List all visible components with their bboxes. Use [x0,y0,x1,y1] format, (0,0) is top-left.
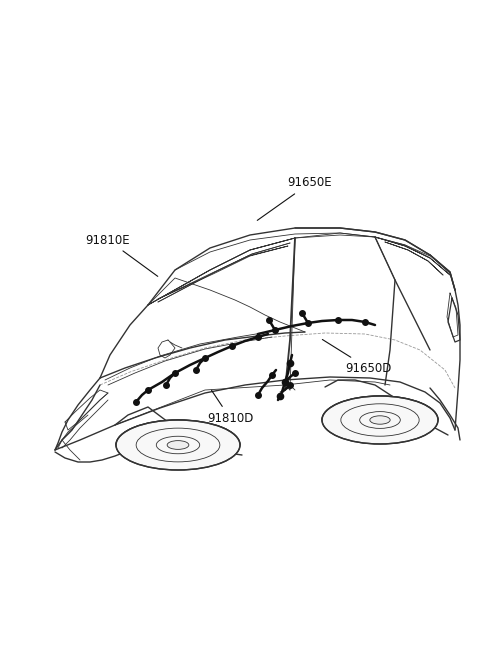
Ellipse shape [116,420,240,470]
Text: 91810E: 91810E [86,233,158,276]
Text: 91650E: 91650E [257,176,332,220]
Text: 91810D: 91810D [207,390,253,424]
Ellipse shape [322,396,438,444]
Text: 91650D: 91650D [323,339,391,375]
Ellipse shape [370,416,390,424]
Ellipse shape [167,441,189,449]
